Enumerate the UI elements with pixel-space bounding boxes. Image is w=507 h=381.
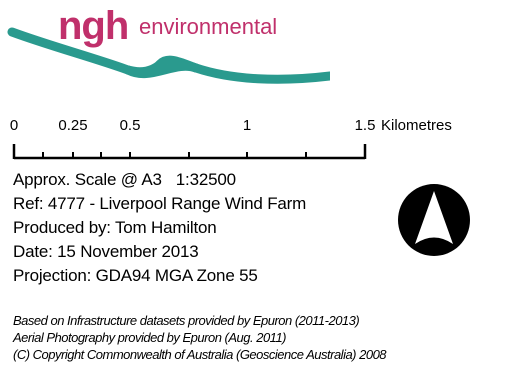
produced-by-line: Produced by: Tom Hamilton xyxy=(13,218,217,237)
logo-tagline: environmental xyxy=(139,14,278,39)
logo-swoosh-icon xyxy=(7,27,330,84)
map-info-block: Approx. Scale @ A3 1:32500 Ref: 4777 - Li… xyxy=(13,168,306,288)
scale-line: Approx. Scale @ A3 1:32500 xyxy=(13,168,306,192)
ngh-environmental-logo: ngh environmental xyxy=(0,0,330,100)
credit-infrastructure: Based on Infrastructure datasets provide… xyxy=(13,313,360,328)
scale-tick-1.5: 1.5 xyxy=(354,117,376,134)
scale-tick-0.5: 0.5 xyxy=(119,117,141,134)
credits-block: Based on Infrastructure datasets provide… xyxy=(13,312,387,363)
scale-tick-0: 0 xyxy=(9,117,19,134)
scale-ratio: 1:32500 xyxy=(175,170,236,189)
logo-brand: ngh xyxy=(58,4,129,48)
scale-label: Approx. Scale @ A3 xyxy=(13,170,162,189)
date-line: Date: 15 November 2013 xyxy=(13,242,199,261)
scale-units-label: Kilometres xyxy=(381,117,452,134)
credit-aerial-photography: Aerial Photography provided by Epuron (A… xyxy=(13,330,287,345)
scale-bar: 0 0.25 0.5 1 1.5 Kilometres xyxy=(0,112,507,162)
scale-tick-1: 1 xyxy=(242,117,252,134)
scale-tick-0.25: 0.25 xyxy=(58,117,88,134)
reference-line: Ref: 4777 - Liverpool Range Wind Farm xyxy=(13,194,307,213)
projection-line: Projection: GDA94 MGA Zone 55 xyxy=(13,266,258,285)
scale-bar-line xyxy=(12,144,367,160)
credit-copyright: (C) Copyright Commonwealth of Australia … xyxy=(13,347,387,362)
north-arrow-icon xyxy=(398,184,470,256)
